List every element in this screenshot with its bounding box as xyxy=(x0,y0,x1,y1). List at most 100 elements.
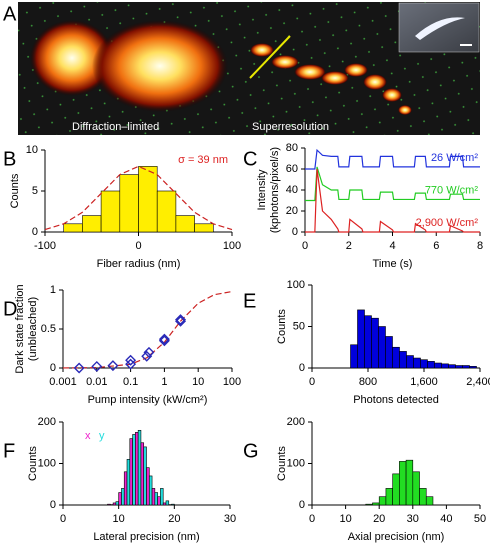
y-tick-label: 20 xyxy=(286,205,298,217)
histogram-bar xyxy=(372,502,380,506)
histogram-bar xyxy=(455,365,463,369)
y-axis-label: Counts xyxy=(27,446,39,481)
x-tick-label: 2 xyxy=(346,240,352,252)
x-tick-label: 0.001 xyxy=(49,376,77,388)
histogram-bar xyxy=(378,496,387,506)
x-tick-label: 0 xyxy=(309,376,315,388)
y-tick-label: 100 xyxy=(287,279,305,291)
histogram-bar xyxy=(132,434,136,506)
y-tick-label: 100 xyxy=(38,457,56,469)
y-tick-label: 1 xyxy=(50,284,56,296)
histogram-bar xyxy=(406,355,414,369)
data-point xyxy=(158,333,170,345)
y-tick-label: 50 xyxy=(293,320,305,332)
y-axis-label: Intensity xyxy=(256,169,268,210)
x-tick-label: 4 xyxy=(389,240,395,252)
histogram-bar xyxy=(392,346,400,369)
y-tick-label: 0 xyxy=(32,226,38,238)
x-tick-label: 50 xyxy=(474,513,486,525)
histogram-bar xyxy=(135,432,139,506)
histogram-bar xyxy=(63,223,83,233)
histogram-bar xyxy=(371,317,379,369)
panel-letter: B xyxy=(3,148,16,170)
histogram-bar xyxy=(385,488,393,506)
histogram-bar xyxy=(405,459,414,506)
histogram-bar xyxy=(112,502,117,506)
histogram-bar xyxy=(156,190,177,233)
histogram-bar xyxy=(162,502,167,506)
x-tick-label: 0.01 xyxy=(86,376,107,388)
histogram-bar xyxy=(448,364,456,369)
panel-letter: A xyxy=(3,3,17,25)
x-tick-label: 20 xyxy=(168,513,180,525)
histogram-bar xyxy=(107,503,111,506)
y-tick-label: 5 xyxy=(32,185,38,197)
y-axis-label: Counts xyxy=(9,173,21,208)
x-tick-label: 0 xyxy=(60,513,66,525)
histogram-bar xyxy=(469,366,477,369)
histogram-bar xyxy=(399,351,407,369)
histogram-bar xyxy=(165,500,170,506)
x-tick-label: 0 xyxy=(135,240,141,252)
histogram-bar xyxy=(399,461,407,506)
x-tick-label: 30 xyxy=(407,513,419,525)
histogram-bar xyxy=(121,488,125,506)
histogram-bar xyxy=(462,365,470,369)
fiber xyxy=(250,43,412,115)
annotation: σ = 39 nm xyxy=(178,154,228,166)
panel-letter: G xyxy=(243,440,259,462)
data-point xyxy=(175,314,187,326)
x-tick-label: 6 xyxy=(433,240,439,252)
y-axis-label: (unbleached) xyxy=(27,297,39,361)
x-tick-label: 0 xyxy=(302,240,308,252)
histogram-bar xyxy=(138,166,158,233)
y-tick-label: 0 xyxy=(50,499,56,511)
histogram-bar xyxy=(175,215,195,233)
x-tick-label: 0 xyxy=(309,513,315,525)
panel-letter: E xyxy=(243,290,256,312)
y-tick-label: 200 xyxy=(287,416,305,428)
y-tick-label: 40 xyxy=(286,184,298,196)
x-tick-label: 10 xyxy=(339,513,351,525)
x-tick-label: 0.1 xyxy=(123,376,138,388)
data-point xyxy=(175,315,187,327)
x-tick-label: 1,600 xyxy=(410,376,438,388)
y-tick-label: 10 xyxy=(26,144,38,156)
y-tick-label: 0 xyxy=(292,226,298,238)
histogram-bar xyxy=(441,363,449,369)
histogram-bar xyxy=(154,492,158,506)
histogram-bar xyxy=(419,488,427,506)
histogram-bar xyxy=(100,190,121,233)
histogram-bar xyxy=(413,357,421,369)
line-series xyxy=(305,166,480,202)
data-point xyxy=(143,346,155,358)
histogram-bar xyxy=(412,471,420,506)
y-tick-label: 0 xyxy=(299,499,305,511)
histogram-bar xyxy=(151,488,156,506)
histogram-bar xyxy=(392,473,400,506)
x-axis-label: Fiber radius (nm) xyxy=(97,258,181,270)
histogram-bar xyxy=(350,344,358,369)
data-point xyxy=(107,360,119,372)
legend-entry: 26 W/cm² xyxy=(431,152,478,164)
x-tick-label: 100 xyxy=(223,376,241,388)
legend-entry: 2,900 W/cm² xyxy=(416,217,479,229)
x-tick-label: 40 xyxy=(440,513,452,525)
histogram-bar xyxy=(140,442,145,506)
data-point xyxy=(91,360,103,372)
histogram-bar xyxy=(364,315,372,369)
y-axis-label: (kphotons/pixel/s) xyxy=(269,147,281,233)
histogram-bar xyxy=(157,496,161,506)
legend-entry: y xyxy=(99,430,105,442)
histogram-bar xyxy=(171,503,175,506)
y-tick-label: 60 xyxy=(286,163,298,175)
inset-fiber xyxy=(415,17,465,40)
panel-letter: F xyxy=(3,440,15,462)
x-tick-label: 30 xyxy=(224,513,236,525)
x-tick-label: 2,400 xyxy=(466,376,490,388)
x-axis-label: Photons detected xyxy=(353,394,439,406)
line-series xyxy=(305,148,480,170)
histogram-bar xyxy=(129,438,133,506)
histogram-bar xyxy=(146,467,150,506)
